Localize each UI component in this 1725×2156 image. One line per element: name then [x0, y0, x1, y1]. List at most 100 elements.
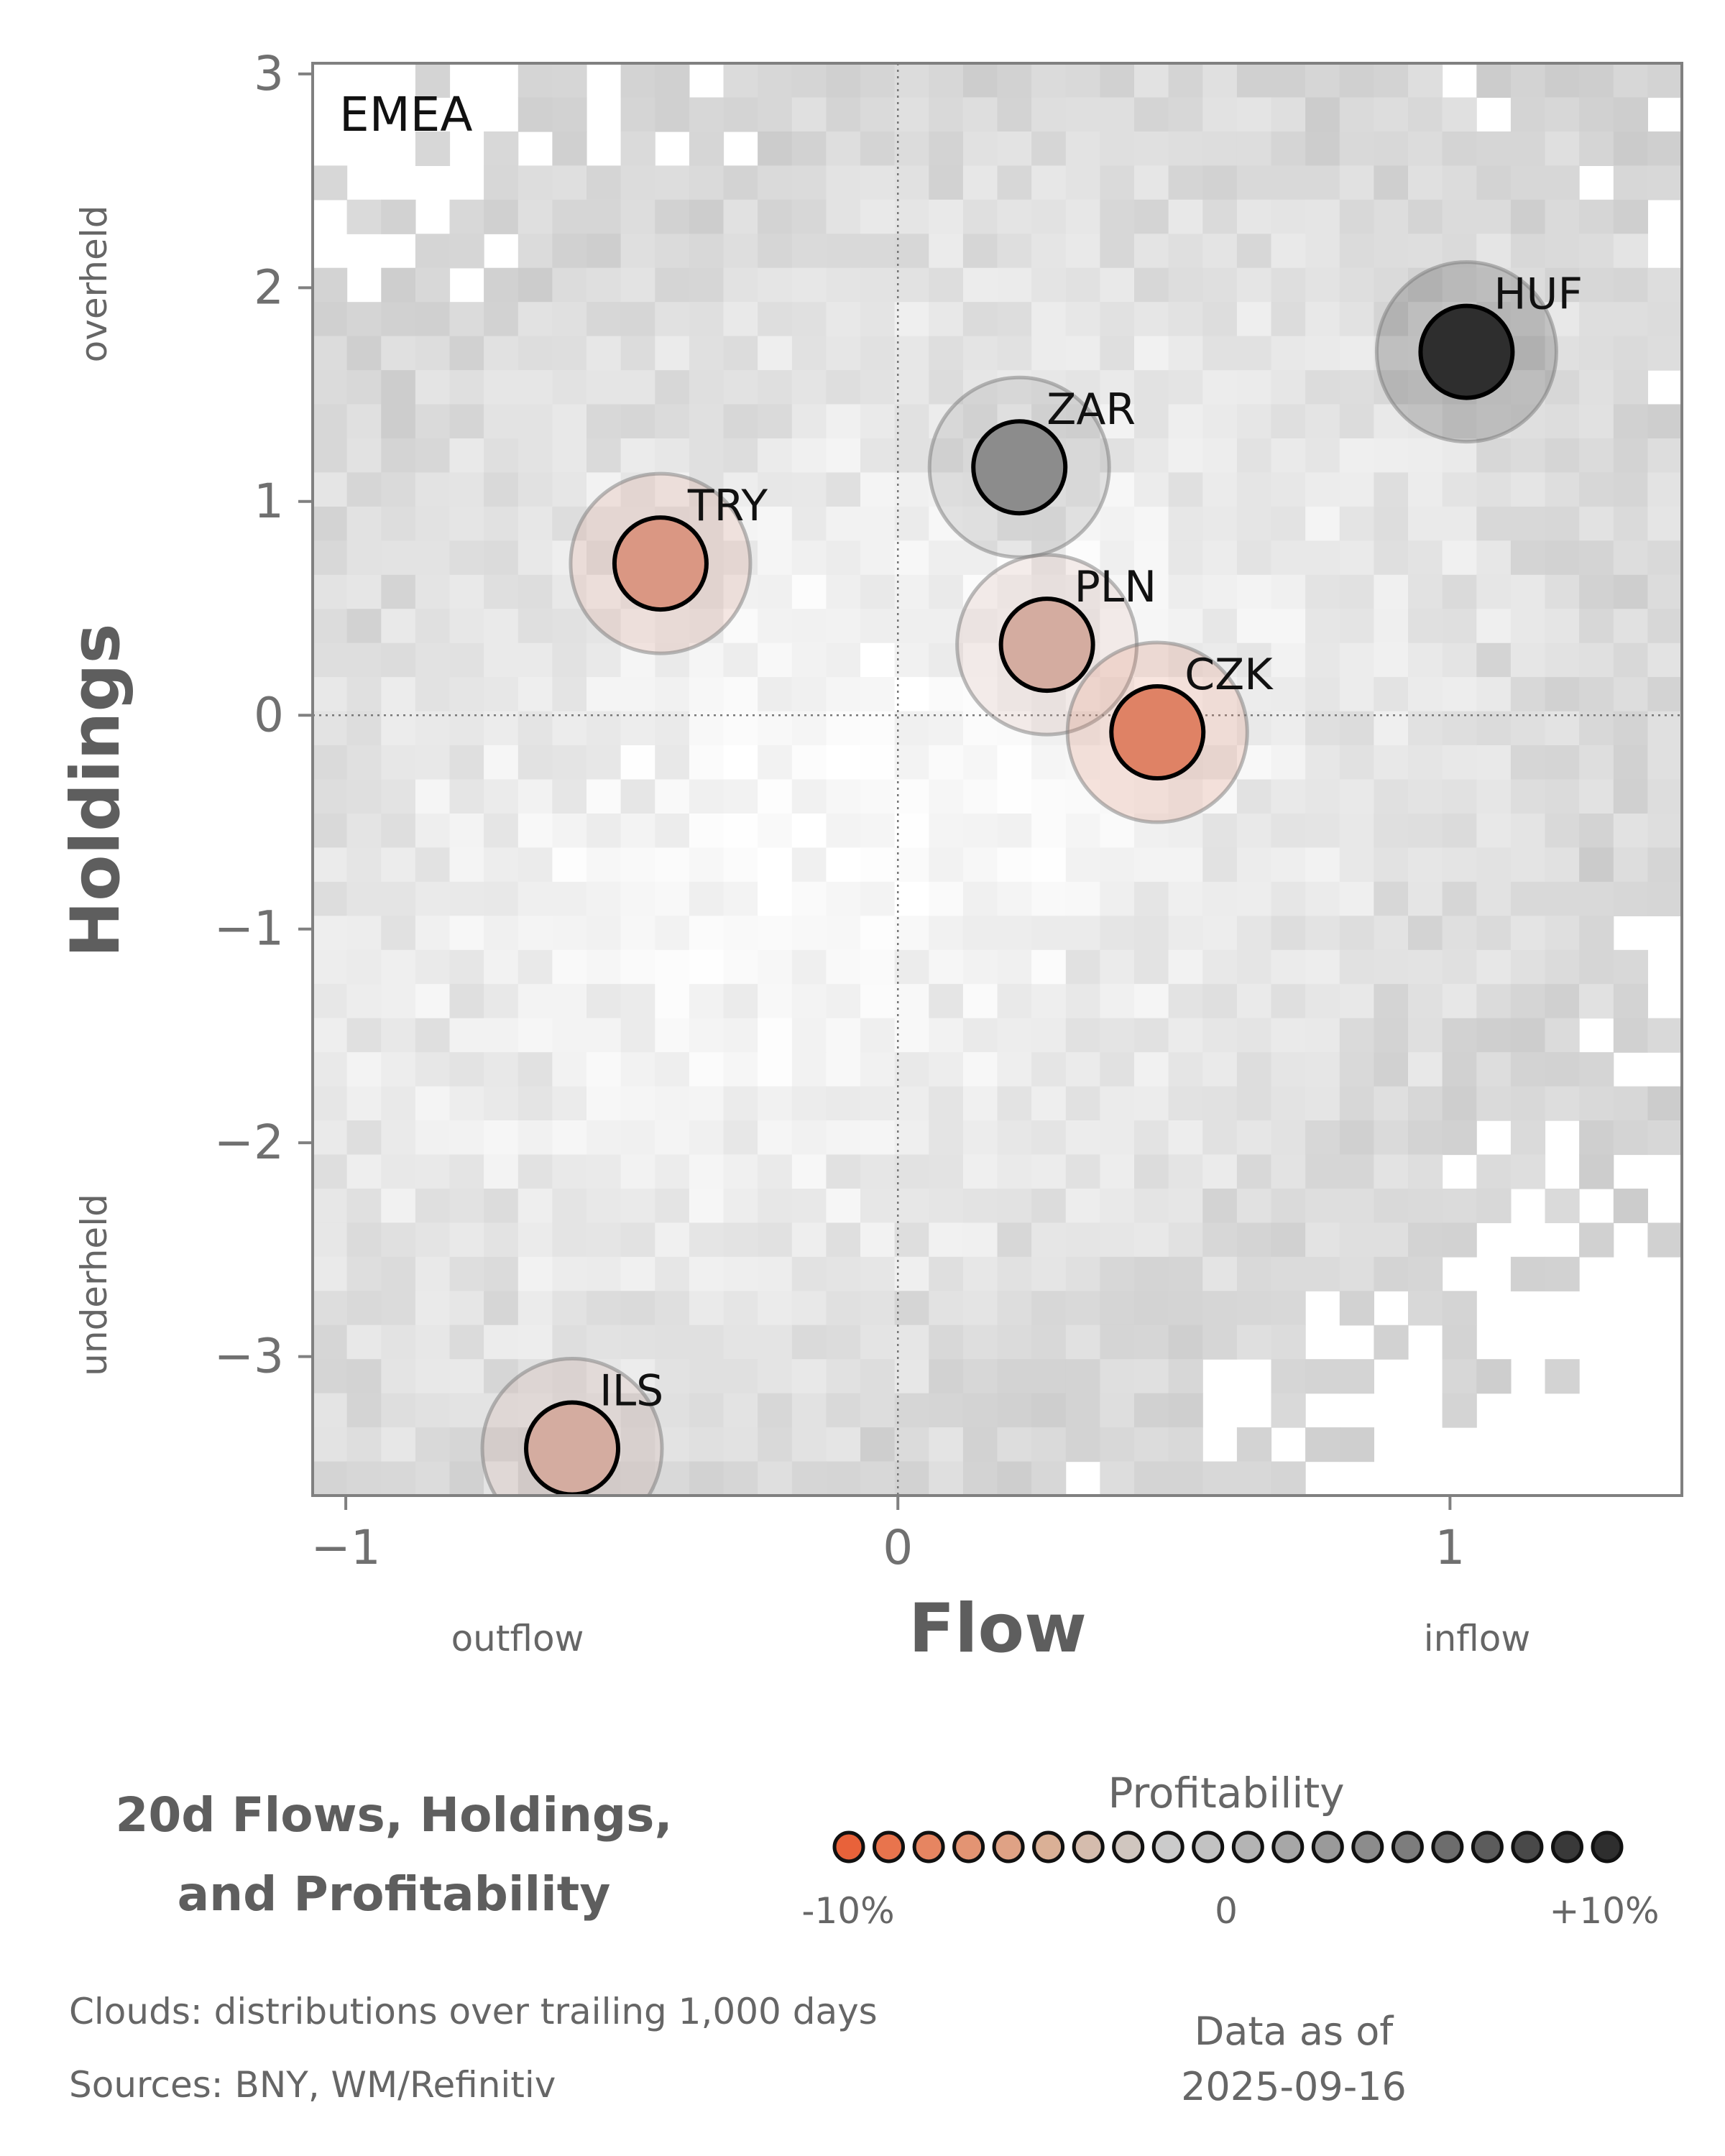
cloud-cell [655, 1359, 690, 1394]
cloud-cell [381, 1018, 416, 1053]
cloud-cell [929, 1120, 964, 1156]
cloud-cell [894, 1052, 929, 1087]
cloud-cell [1442, 984, 1477, 1019]
cloud-cell [1031, 1256, 1067, 1291]
cloud-cell [758, 1461, 793, 1496]
cloud-cell [1647, 165, 1682, 201]
cloud-cell [1100, 1291, 1135, 1326]
cloud-cell [1374, 472, 1409, 507]
cloud-cell [826, 916, 861, 951]
chart-title-line1: 20d Flows, Holdings, [115, 1787, 672, 1843]
cloud-cell [1271, 97, 1306, 132]
cloud-cell [1613, 642, 1648, 678]
cloud-cell [1168, 574, 1203, 609]
cloud-cell [997, 1256, 1032, 1291]
cloud-cell [1545, 984, 1580, 1019]
cloud-cell [381, 370, 416, 405]
cloud-cell [552, 165, 587, 201]
cloud-cell [1476, 199, 1512, 234]
cloud-cell [1545, 881, 1580, 916]
cloud-cell [1442, 745, 1477, 780]
cloud-cell [1408, 506, 1443, 541]
cloud-cell [1613, 165, 1648, 201]
cloud-cell [1236, 1052, 1272, 1087]
cloud-cell [962, 63, 998, 98]
cloud-cell [415, 1052, 451, 1087]
cloud-cell [1168, 1188, 1203, 1223]
cloud-cell [894, 677, 929, 712]
cloud-cell [1100, 540, 1135, 576]
cloud-cell [1305, 984, 1340, 1019]
cloud-cell [620, 97, 656, 132]
cloud-cell [1065, 370, 1100, 405]
cloud-cell [518, 165, 553, 201]
cloud-cell [758, 677, 793, 712]
cloud-cell [1236, 472, 1272, 507]
cloud-cell [1339, 1052, 1374, 1087]
point-label: ZAR [1046, 384, 1136, 435]
cloud-cell [1408, 916, 1443, 951]
cloud-cell [791, 131, 827, 166]
cloud-cell [1339, 472, 1374, 507]
cloud-cell [1339, 642, 1374, 678]
cloud-cell [1202, 609, 1238, 644]
cloud-cell [1339, 302, 1374, 337]
cloud-cell [1065, 267, 1100, 303]
cloud-cell [552, 370, 587, 405]
cloud-cell [1031, 1427, 1067, 1462]
cloud-cell [1236, 642, 1272, 678]
cloud-cell [1168, 1427, 1203, 1462]
cloud-cell [894, 234, 929, 269]
cloud-cell [655, 267, 690, 303]
cloud-cell [620, 404, 656, 439]
cloud-cell [346, 574, 382, 609]
cloud-cell [894, 1154, 929, 1189]
cloud-cell [723, 745, 758, 780]
cloud-cell [381, 336, 416, 371]
cloud-cell [1305, 642, 1340, 678]
cloud-cell [1374, 506, 1409, 541]
cloud-cell [1510, 404, 1546, 439]
cloud-cell [1510, 302, 1546, 337]
cloud-cell [1305, 267, 1340, 303]
cloud-cell [1305, 881, 1340, 916]
cloud-cell [1613, 984, 1648, 1019]
cloud-cell [1031, 1222, 1067, 1258]
cloud-cell [415, 438, 451, 474]
cloud-cell [723, 1052, 758, 1087]
cloud-cell [1236, 711, 1272, 746]
cloud-cell [518, 97, 553, 132]
cloud-cell [1647, 302, 1682, 337]
cloud-cell [1305, 370, 1340, 405]
cloud-cell [758, 165, 793, 201]
cloud-cell [1271, 1018, 1306, 1053]
cloud-cell [381, 1427, 416, 1462]
cloud-cell [415, 847, 451, 883]
cloud-cell [1202, 847, 1238, 883]
cloud-cell [1408, 847, 1443, 883]
cloud-cell [962, 779, 998, 814]
cloud-cell [1065, 1086, 1100, 1121]
cloud-cell [586, 1222, 622, 1258]
cloud-cell [1408, 165, 1443, 201]
cloud-cell [1236, 1154, 1272, 1189]
cloud-cell [1134, 847, 1169, 883]
cloud-cell [518, 1291, 553, 1326]
cloud-cell [1442, 199, 1477, 234]
cloud-cell [997, 97, 1032, 132]
legend-swatch [1072, 1830, 1105, 1864]
cloud-cell [449, 234, 484, 269]
cloud-cell [1202, 404, 1238, 439]
cloud-cell [449, 540, 484, 576]
cloud-cell [346, 199, 382, 234]
cloud-cell [929, 438, 964, 474]
cloud-cell [346, 1086, 382, 1121]
cloud-cell [1339, 847, 1374, 883]
cloud-cell [689, 267, 724, 303]
cloud-cell [1442, 1291, 1477, 1326]
cloud-cell [758, 916, 793, 951]
cloud-cell [962, 1154, 998, 1189]
cloud-cell [1134, 1461, 1169, 1496]
cloud-cell [1271, 1222, 1306, 1258]
cloud-cell [1613, 370, 1648, 405]
